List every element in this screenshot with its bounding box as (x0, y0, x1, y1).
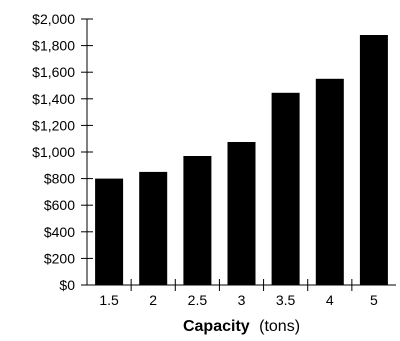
x-axis-title-bold: Capacity (183, 318, 250, 335)
bar-2.5 (183, 156, 212, 285)
bar-4 (315, 78, 344, 285)
x-tick-label-3: 3 (238, 292, 246, 308)
bars-layer (95, 35, 388, 285)
y-tick-label: $400 (44, 224, 75, 240)
y-tick-label: $1,200 (32, 117, 75, 133)
y-tick-label: $1,000 (32, 144, 75, 160)
x-axis-title-unit: (tons) (259, 318, 300, 335)
y-tick-label: $200 (44, 250, 75, 266)
y-tick-label: $2,000 (32, 11, 75, 27)
y-tick-label: $800 (44, 171, 75, 187)
y-tick-label: $0 (59, 277, 75, 293)
bar-5 (359, 35, 388, 285)
x-tick-label-3.5: 3.5 (276, 292, 296, 308)
x-ticks: 1.5 2 2.5 3 3.5 4 5 (99, 279, 378, 308)
bar-3.5 (271, 92, 300, 285)
x-tick-label-2.5: 2.5 (188, 292, 208, 308)
bar-1.5 (95, 178, 124, 285)
y-ticks: $0 $200 $400 $600 $800 $1,000 $1,200 $1,400 $1,6… (32, 11, 93, 293)
x-tick-label-1.5: 1.5 (99, 292, 119, 308)
y-tick-label: $1,800 (32, 38, 75, 54)
y-tick-label: $600 (44, 197, 75, 213)
y-tick-label: $1,400 (32, 91, 75, 107)
x-tick-label-4: 4 (326, 292, 334, 308)
x-tick-label-2: 2 (149, 292, 157, 308)
x-axis-title: Capacity (tons) (183, 318, 300, 335)
bar-3 (227, 142, 256, 285)
y-tick-label: $1,600 (32, 64, 75, 80)
bar-2 (139, 171, 168, 285)
x-tick-label-5: 5 (370, 292, 378, 308)
